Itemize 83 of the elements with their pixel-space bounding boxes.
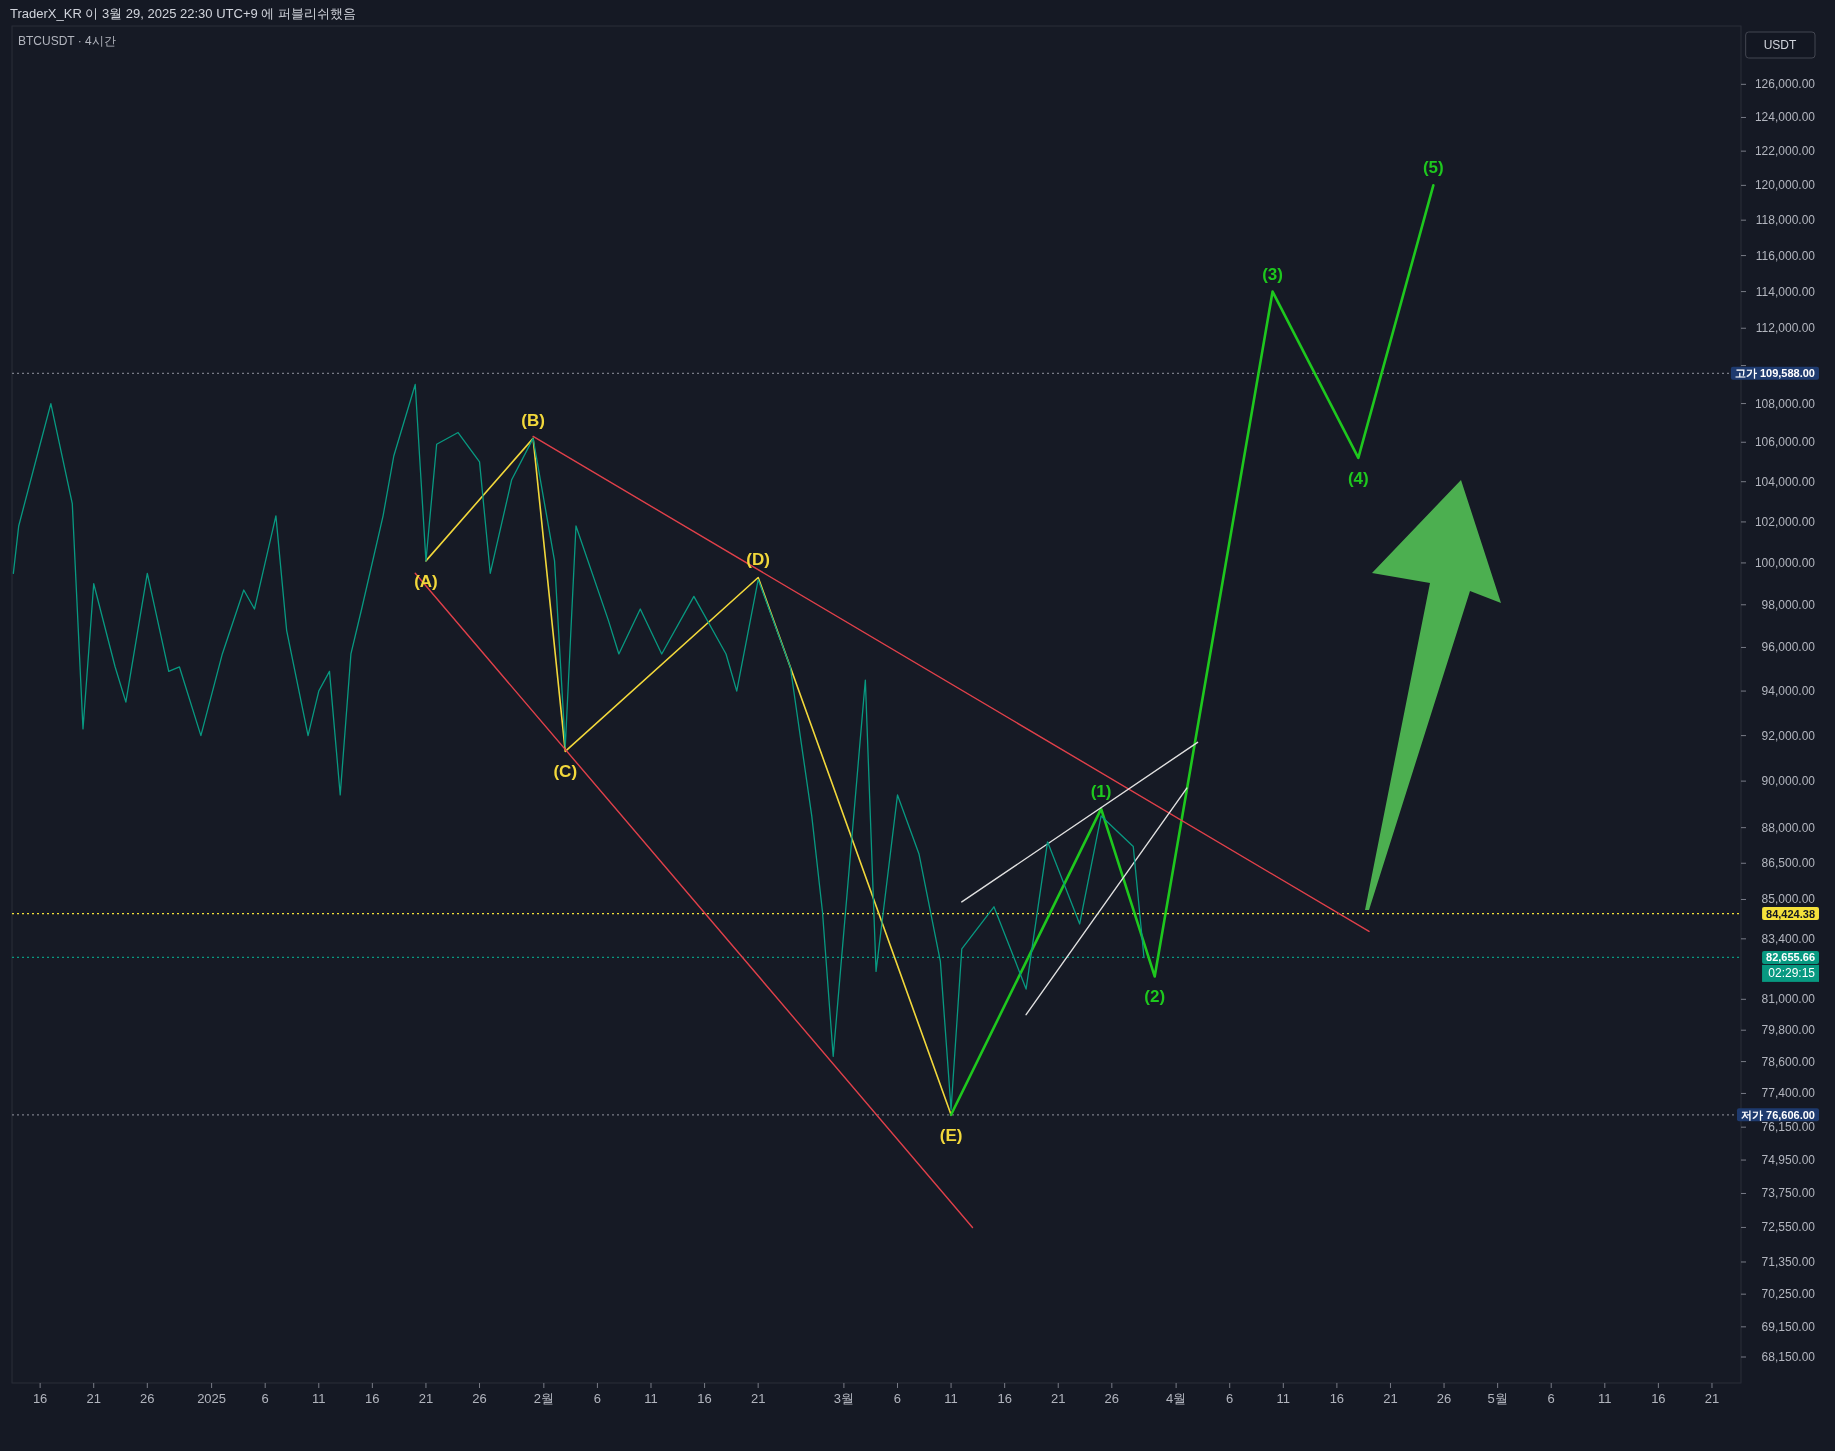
y-tick-label: 76,150.00 [1761, 1120, 1816, 1135]
x-tick-label: 26 [1104, 1391, 1120, 1406]
y-tick-label: 71,350.00 [1761, 1254, 1816, 1269]
x-tick-label: 11 [312, 1391, 326, 1406]
text: 02:29:15 [1768, 965, 1816, 980]
x-tick-label: 11 [644, 1391, 658, 1406]
ref-line-label: 82,655.66 [1766, 951, 1815, 964]
annotation: (2) [1144, 987, 1166, 1007]
y-tick-label: 78,600.00 [1761, 1054, 1816, 1069]
ref-line-label: 저가 76,606.00 [1741, 1108, 1815, 1121]
x-tick-label: 6 [1547, 1391, 1555, 1406]
y-tick-label: 83,400.00 [1761, 931, 1816, 946]
y-tick-label: 118,000.00 [1755, 213, 1816, 228]
x-tick-label: 4월 [1166, 1391, 1187, 1406]
y-tick-label: 74,950.00 [1761, 1153, 1816, 1168]
y-tick-label: 108,000.00 [1754, 396, 1816, 411]
x-tick-label: 6 [1226, 1391, 1234, 1406]
x-tick-label: 3월 [833, 1391, 855, 1406]
annotation: (B) [521, 411, 545, 431]
y-tick-label: 68,150.00 [1761, 1350, 1816, 1365]
x-tick-label: 26 [472, 1391, 487, 1406]
x-tick-label: 21 [750, 1391, 766, 1406]
x-tick-label: 26 [140, 1391, 155, 1406]
x-tick-label: 21 [1383, 1391, 1398, 1406]
y-tick-label: 102,000.00 [1754, 514, 1816, 529]
x-tick-label: 11 [1276, 1391, 1291, 1406]
x-tick-label: 6 [593, 1391, 602, 1406]
y-tick-label: 112,000.00 [1755, 321, 1816, 336]
x-tick-label: 16 [997, 1391, 1012, 1406]
line-series [949, 184, 1435, 1117]
x-tick-label: 6 [893, 1391, 902, 1406]
y-tick-label: 96,000.00 [1761, 640, 1816, 655]
x-tick-label: 21 [1051, 1391, 1066, 1406]
annotation: (D) [746, 550, 770, 570]
x-tick-label: 16 [32, 1391, 48, 1406]
x-tick-label: 11 [944, 1391, 958, 1406]
x-tick-label: 16 [697, 1391, 712, 1406]
y-tick-label: 120,000.00 [1754, 178, 1816, 193]
y-tick-label: 122,000.00 [1754, 144, 1816, 159]
x-tick-label: 5월 [1487, 1391, 1508, 1406]
y-tick-label: 116,000.00 [1755, 248, 1816, 263]
x-tick-label: 21 [1704, 1391, 1720, 1406]
y-tick-label: 126,000.00 [1754, 77, 1816, 92]
y-tick-label: 86,500.00 [1761, 856, 1816, 871]
x-tick-label: 16 [1329, 1391, 1345, 1406]
y-tick-label: 100,000.00 [1754, 555, 1816, 570]
x-tick-label: 26 [1436, 1391, 1452, 1406]
y-tick-label: 73,750.00 [1761, 1186, 1816, 1201]
ref-line-label: 고가 109,588.00 [1734, 367, 1815, 380]
y-tick-label: 81,000.00 [1761, 992, 1816, 1007]
x-tick-label: 11 [1598, 1391, 1612, 1406]
x-tick-label: 2월 [533, 1391, 554, 1406]
y-tick-label: 79,800.00 [1761, 1023, 1816, 1038]
annotation: (4) [1347, 468, 1369, 488]
y-tick-label: 69,150.00 [1761, 1319, 1816, 1334]
x-tick-label: 16 [1651, 1391, 1666, 1406]
ref-line-label: 84,424.38 [1766, 907, 1815, 920]
annotation: (5) [1422, 158, 1444, 178]
y-tick-label: 124,000.00 [1754, 110, 1816, 125]
y-tick-label: 106,000.00 [1754, 435, 1816, 450]
chart-title: TraderX_KR 이 3월 29, 2025 22:30 UTC+9 에 퍼블리쉬했음 [10, 6, 356, 21]
y-tick-label: 85,000.00 [1761, 892, 1816, 907]
x-tick-label: 21 [418, 1391, 434, 1406]
y-tick-label: 70,250.00 [1761, 1287, 1816, 1302]
x-tick-label: 2025 [197, 1391, 227, 1406]
text: BTCUSDT · 4시간 [18, 34, 116, 48]
y-tick-label: 92,000.00 [1761, 728, 1816, 743]
y-axis-title: USDT [1763, 38, 1797, 52]
x-tick-label: 21 [86, 1391, 101, 1406]
y-tick-label: 77,400.00 [1761, 1086, 1816, 1101]
y-tick-label: 94,000.00 [1761, 684, 1816, 699]
y-tick-label: 104,000.00 [1754, 474, 1816, 489]
y-tick-label: 72,550.00 [1761, 1220, 1816, 1235]
annotation: (C) [553, 762, 578, 782]
annotation: (1) [1090, 781, 1112, 801]
y-tick-label: 90,000.00 [1761, 774, 1816, 789]
x-tick-label: 16 [365, 1391, 380, 1406]
y-tick-label: 98,000.00 [1761, 597, 1816, 612]
y-tick-label: 88,000.00 [1761, 820, 1816, 835]
y-tick-label: 114,000.00 [1755, 284, 1816, 299]
annotation: (E) [939, 1125, 963, 1145]
annotation: (3) [1262, 264, 1283, 284]
x-tick-label: 6 [261, 1391, 269, 1406]
